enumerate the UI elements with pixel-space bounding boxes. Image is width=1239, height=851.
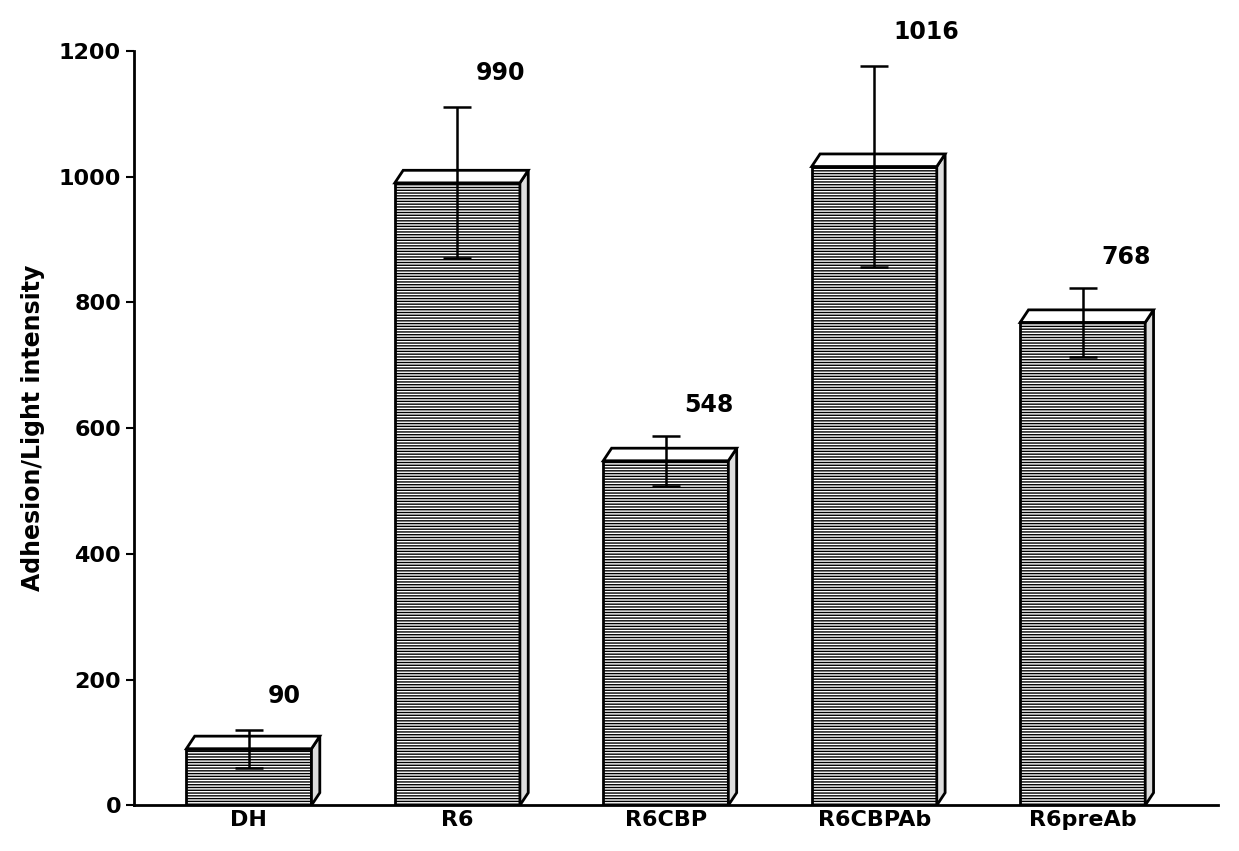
Polygon shape: [1145, 310, 1154, 805]
Text: 768: 768: [1101, 245, 1151, 269]
Polygon shape: [520, 170, 528, 805]
Polygon shape: [395, 170, 528, 183]
Polygon shape: [729, 448, 737, 805]
Polygon shape: [603, 448, 737, 460]
Text: 1016: 1016: [893, 20, 959, 44]
Polygon shape: [812, 154, 945, 167]
Bar: [186, 749, 311, 805]
Text: 990: 990: [476, 61, 525, 85]
Polygon shape: [1020, 310, 1154, 323]
Text: 548: 548: [685, 393, 733, 417]
Polygon shape: [937, 154, 945, 805]
Text: 90: 90: [268, 684, 301, 708]
Bar: [603, 460, 729, 805]
Bar: [1020, 323, 1145, 805]
Polygon shape: [186, 736, 320, 749]
Bar: [395, 183, 520, 805]
Bar: [812, 167, 937, 805]
Y-axis label: Adhesion/Light intensity: Adhesion/Light intensity: [21, 265, 45, 591]
Polygon shape: [311, 736, 320, 805]
